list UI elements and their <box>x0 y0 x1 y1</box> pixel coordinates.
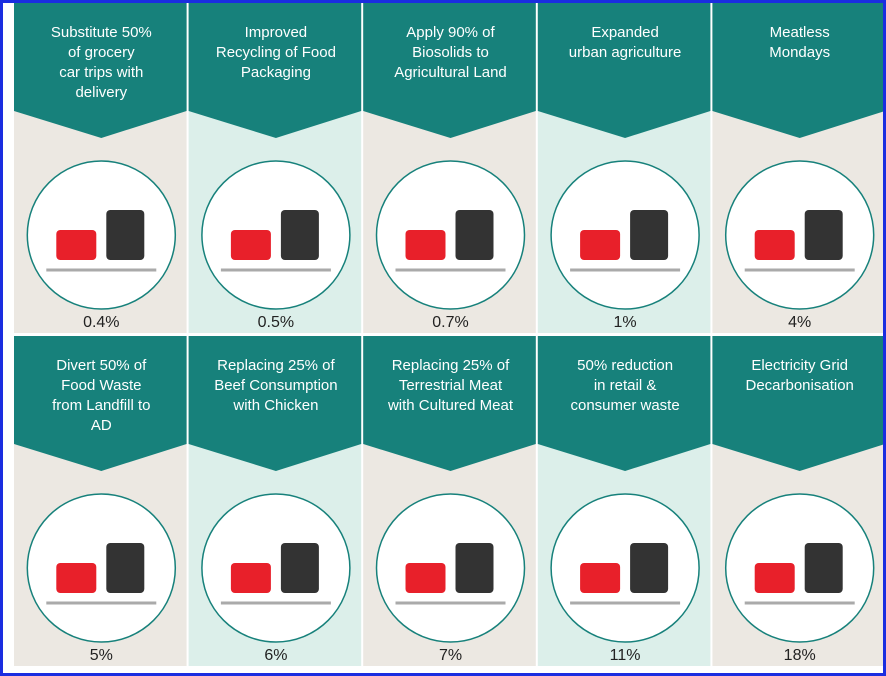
icon-circle <box>726 494 874 642</box>
card-value: 4% <box>788 314 811 331</box>
card: Replacing 25% of Beef Consumption with Chi… <box>189 336 362 666</box>
card-title: Recycling of Food <box>216 44 336 61</box>
icon-shape <box>106 543 144 593</box>
card-title: Meatless <box>770 24 830 41</box>
card-value: 18% <box>784 647 816 664</box>
icon-shape <box>580 230 620 260</box>
card-value: 7% <box>439 647 462 664</box>
card-title: 50% reduction <box>577 357 673 374</box>
card-title: from Landfill to <box>52 397 150 414</box>
icon-shape <box>805 210 843 260</box>
canvas: Substitute 50% of grocery car trips with de… <box>3 3 883 673</box>
icon-shape <box>456 210 494 260</box>
card: Divert 50% of Food Waste from Landfill to A… <box>14 336 187 666</box>
card-value: 0.7% <box>432 314 468 331</box>
card-title: Terrestrial Meat <box>399 377 503 394</box>
card-title: Decarbonisation <box>745 377 853 394</box>
card-title: Improved <box>245 24 308 41</box>
card-title: Packaging <box>241 64 311 81</box>
card-title: Substitute 50% <box>51 24 152 41</box>
card-title: Beef Consumption <box>214 377 337 394</box>
icon-shape <box>281 543 319 593</box>
icon-circle <box>202 161 350 309</box>
card-title: Biosolids to <box>412 44 489 61</box>
card-title: in retail & <box>594 377 657 394</box>
card-title: delivery <box>75 84 127 101</box>
icon-shape <box>406 230 446 260</box>
icon-shape <box>805 543 843 593</box>
card-title: Replacing 25% of <box>217 357 335 374</box>
card-title: AD <box>91 417 112 434</box>
card: Apply 90% of Biosolids to Agricultural Lan… <box>363 3 536 333</box>
card-title: of grocery <box>68 44 135 61</box>
icon-circle <box>377 161 525 309</box>
icon-circle <box>202 494 350 642</box>
icon-shape <box>630 543 668 593</box>
icon-shape <box>231 230 271 260</box>
card: Electricity Grid Decarbonisation 18% <box>712 336 883 666</box>
card: 50% reduction in retail & consumer waste 11… <box>538 336 711 666</box>
icon-shape <box>755 563 795 593</box>
card-title: with Cultured Meat <box>387 397 514 414</box>
card-title: urban agriculture <box>569 44 682 61</box>
icon-shape <box>231 563 271 593</box>
icon-circle <box>377 494 525 642</box>
icon-shape <box>630 210 668 260</box>
card-title: with Chicken <box>232 397 318 414</box>
icon-shape <box>755 230 795 260</box>
card: Expanded urban agriculture 1% <box>538 3 711 333</box>
infographic: Substitute 50% of grocery car trips with de… <box>0 0 886 676</box>
card: Improved Recycling of Food Packaging 0.5% <box>189 3 362 333</box>
card-value: 11% <box>610 647 641 664</box>
icon-circle <box>27 494 175 642</box>
card: Replacing 25% of Terrestrial Meat with Cul… <box>363 336 536 666</box>
card-value: 0.4% <box>83 314 119 331</box>
icon-shape <box>56 230 96 260</box>
icon-circle <box>27 161 175 309</box>
card-value: 6% <box>264 647 287 664</box>
card: Meatless Mondays 4% <box>712 3 883 333</box>
card-title: Apply 90% of <box>406 24 495 41</box>
card-title: Food Waste <box>61 377 141 394</box>
icon-shape <box>580 563 620 593</box>
card-title: Divert 50% of <box>56 357 147 374</box>
icon-circle <box>551 494 699 642</box>
icon-shape <box>281 210 319 260</box>
card-title: consumer waste <box>570 397 679 414</box>
card: Substitute 50% of grocery car trips with de… <box>14 3 187 333</box>
card-title: Replacing 25% of <box>392 357 510 374</box>
card-value: 5% <box>90 647 113 664</box>
card-title: Agricultural Land <box>394 64 507 81</box>
icon-shape <box>56 563 96 593</box>
card-title: car trips with <box>59 64 143 81</box>
icon-shape <box>106 210 144 260</box>
card-title: Expanded <box>591 24 659 41</box>
icon-circle <box>726 161 874 309</box>
card-value: 1% <box>614 314 637 331</box>
card-title: Mondays <box>769 44 830 61</box>
icon-circle <box>551 161 699 309</box>
icon-shape <box>456 543 494 593</box>
icon-shape <box>406 563 446 593</box>
card-value: 0.5% <box>258 314 294 331</box>
card-title: Electricity Grid <box>751 357 848 374</box>
